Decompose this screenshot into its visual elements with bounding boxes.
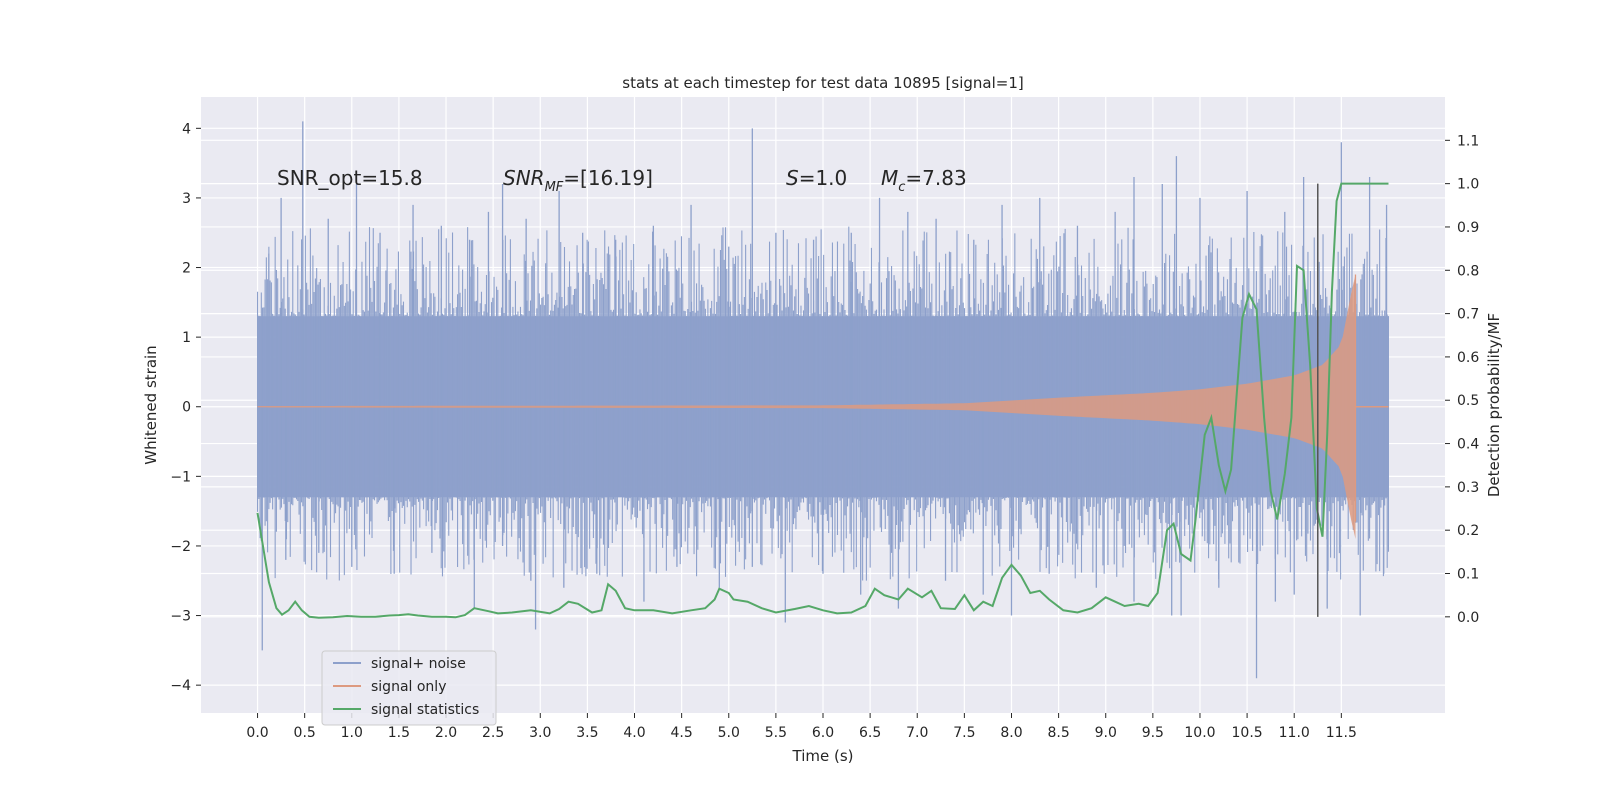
- y2-tick-label: 0.9: [1457, 220, 1479, 236]
- y2-tick-label: 1.0: [1457, 177, 1479, 193]
- x-tick-label: 1.0: [341, 725, 363, 741]
- annotation-snr-opt: SNR_opt=15.8: [277, 166, 423, 190]
- y-tick-label: −2: [170, 539, 191, 555]
- x-tick-label: 2.5: [482, 725, 504, 741]
- x-tick-label: 10.0: [1184, 725, 1215, 741]
- x-tick-label: 3.5: [576, 725, 598, 741]
- x-tick-label: 8.5: [1047, 725, 1069, 741]
- y2-tick-label: 0.8: [1457, 263, 1479, 279]
- y-tick-label: 1: [182, 330, 191, 346]
- annotation-mc: Mc=7.83: [881, 166, 967, 195]
- y2-tick-label: 0.6: [1457, 350, 1479, 366]
- x-tick-label: 11.0: [1279, 725, 1310, 741]
- legend: signal+ noise signal only signal statist…: [321, 650, 497, 726]
- x-tick-label: 11.5: [1326, 725, 1357, 741]
- x-tick-label: 7.5: [953, 725, 975, 741]
- y2-tick-label: 0.4: [1457, 437, 1479, 453]
- y-tick-label: 4: [182, 121, 191, 137]
- legend-box: [321, 650, 497, 726]
- y-tick-label: −3: [170, 609, 191, 625]
- x-tick-label: 5.5: [765, 725, 787, 741]
- x-tick-label: 4.0: [623, 725, 645, 741]
- y2-axis-label: Detection probability/MF: [1485, 313, 1503, 497]
- x-tick-label: 0.0: [246, 725, 268, 741]
- x-tick-label: 7.0: [906, 725, 928, 741]
- y2-tick-label: 0.1: [1457, 567, 1479, 583]
- legend-label-signal-statistics: signal statistics: [371, 702, 479, 718]
- x-tick-label: 3.0: [529, 725, 551, 741]
- x-tick-label: 5.0: [718, 725, 740, 741]
- x-tick-label: 8.0: [1000, 725, 1022, 741]
- legend-label-signal-only: signal only: [371, 679, 446, 695]
- x-tick-label: 0.5: [294, 725, 316, 741]
- x-tick-label: 1.5: [388, 725, 410, 741]
- annotation-s: S=1.0: [786, 166, 847, 190]
- x-tick-label: 9.0: [1095, 725, 1117, 741]
- chirp-envelope: [257, 274, 1356, 539]
- y-tick-label: 2: [182, 261, 191, 277]
- y2-tick-label: 1.1: [1457, 133, 1479, 149]
- x-axis-label: Time (s): [792, 747, 854, 765]
- y-tick-label: 3: [182, 191, 191, 207]
- y2-tick-label: 0.5: [1457, 393, 1479, 409]
- y-tick-label: −4: [170, 678, 191, 694]
- y2-axis-ticks: 1.1 1.0 0.9 0.8 0.7 0.6 0.5 0.4 0.3 0.2 0.1 0.0: [1445, 133, 1479, 626]
- x-axis-ticks: 0.0 0.5 1.0 1.5 2.0 2.5 3.0 3.5 4.0 4.5 5.0 5.5 6.0 6…: [246, 713, 1357, 741]
- x-tick-label: 9.5: [1142, 725, 1164, 741]
- x-tick-label: 10.5: [1232, 725, 1263, 741]
- y-axis-label: Whitened strain: [142, 345, 160, 464]
- y-axis-ticks: 4 3 2 1 0 −1 −2 −3 −4: [170, 121, 201, 694]
- y2-tick-label: 0.2: [1457, 523, 1479, 539]
- y2-tick-label: 0.3: [1457, 480, 1479, 496]
- x-tick-label: 4.5: [671, 725, 693, 741]
- y-tick-label: −1: [170, 469, 191, 485]
- statistics-line: [256, 182, 1389, 619]
- chart-title: stats at each timestep for test data 108…: [622, 74, 1023, 92]
- y-tick-label: 0: [182, 400, 191, 416]
- annotation-snr-mf: SNRMF=[16.19]: [503, 166, 653, 195]
- signal-statistics-series: [256, 182, 1389, 619]
- x-tick-label: 6.0: [812, 725, 834, 741]
- x-tick-label: 2.0: [435, 725, 457, 741]
- x-tick-label: 6.5: [859, 725, 881, 741]
- signal-only-series: [257, 274, 1389, 539]
- legend-label-signal-noise: signal+ noise: [371, 656, 466, 672]
- y2-tick-label: 0.0: [1457, 610, 1479, 626]
- y2-tick-label: 0.7: [1457, 307, 1479, 323]
